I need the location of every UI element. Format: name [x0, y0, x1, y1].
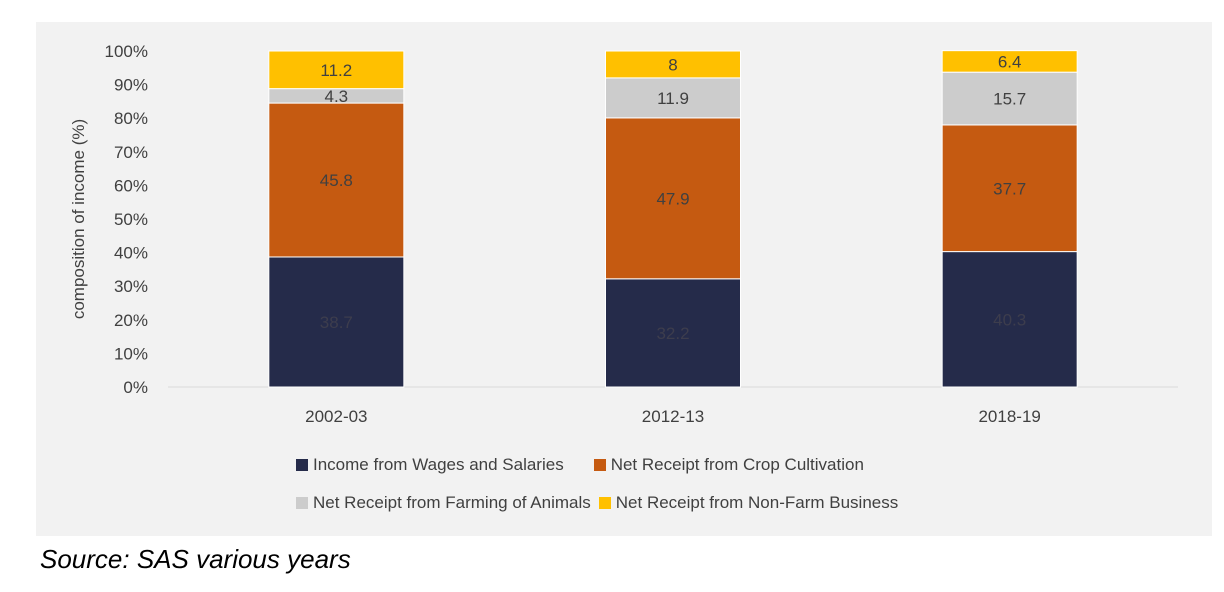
- x-tick-label: 2002-03: [305, 407, 367, 426]
- bar-segment: [941, 71, 1078, 126]
- y-axis-title-group: composition of income (%): [69, 119, 88, 319]
- data-label: 32.2: [656, 324, 689, 343]
- stacked-bar-chart: composition of income (%) 0% 10% 20% 30% 40%…: [69, 42, 1178, 426]
- data-label: 8: [668, 55, 677, 74]
- data-label: 15.7: [993, 90, 1026, 109]
- y-tick-label: 40%: [114, 244, 148, 263]
- y-tick-label: 30%: [114, 277, 148, 296]
- legend-swatch-animals: [296, 497, 308, 509]
- y-axis-title: composition of income (%): [69, 119, 88, 319]
- x-tick-label: 2018-19: [978, 407, 1040, 426]
- bar-segment: [605, 77, 741, 119]
- x-tick-label: 2012-13: [642, 407, 704, 426]
- legend-label-wages: Income from Wages and Salaries: [313, 455, 564, 474]
- bar-segment: [268, 50, 405, 90]
- y-tick-label: 100%: [105, 42, 148, 61]
- legend-label-nonfarm: Net Receipt from Non-Farm Business: [615, 493, 899, 512]
- bar-segment: [268, 256, 405, 388]
- legend-label-crop: Net Receipt from Crop Cultivation: [610, 455, 864, 474]
- data-label: 37.7: [993, 179, 1026, 198]
- y-tick-label: 0%: [123, 378, 148, 397]
- bar-segment: [941, 50, 1078, 73]
- data-label: 40.3: [993, 310, 1026, 329]
- y-tick-label: 90%: [114, 76, 148, 95]
- y-tick-label: 70%: [114, 143, 148, 162]
- legend-row-1: Income from Wages and Salaries Net Recei…: [296, 455, 864, 475]
- x-axis-ticks: 2002-03 2012-13 2018-19: [305, 407, 1041, 426]
- bar-labels-group: 38.7 45.8 4.3 11.2 32.2 47.9 11.9 8 40.3 37.7 15.7…: [320, 52, 1026, 342]
- chart-panel: composition of income (%) 0% 10% 20% 30% 40%…: [36, 22, 1212, 536]
- bar-segment: [941, 124, 1078, 253]
- y-tick-label: 50%: [114, 210, 148, 229]
- data-label: 38.7: [320, 313, 353, 332]
- data-label: 11.9: [657, 89, 689, 108]
- legend-item-crop: Net Receipt from Crop Cultivation: [593, 455, 864, 475]
- y-tick-label: 60%: [114, 176, 148, 195]
- y-tick-label: 20%: [114, 311, 148, 330]
- legend-swatch-nonfarm: [598, 497, 611, 509]
- source-note: Source: SAS various years: [40, 544, 351, 574]
- data-label: 11.2: [320, 61, 352, 80]
- bar-segment: [605, 50, 741, 79]
- data-label: 6.4: [998, 52, 1022, 71]
- bar-segment: [268, 102, 405, 258]
- bar-segment: [605, 278, 741, 388]
- legend-item-wages: Income from Wages and Salaries: [296, 455, 564, 475]
- data-label: 4.3: [325, 87, 349, 106]
- data-label: 45.8: [320, 171, 353, 190]
- y-tick-label: 10%: [114, 344, 148, 363]
- legend-item-animals: Net Receipt from Farming of Animals: [296, 493, 591, 513]
- legend-label-animals: Net Receipt from Farming of Animals: [313, 493, 591, 512]
- data-label: 47.9: [656, 189, 689, 208]
- legend-row-2: Net Receipt from Farming of Animals Net …: [296, 493, 898, 513]
- bar-segment: [605, 117, 741, 280]
- bar-segment: [941, 251, 1078, 388]
- bars-group: [268, 50, 1078, 388]
- legend-swatch-wages: [296, 459, 308, 471]
- y-tick-label: 80%: [114, 109, 148, 128]
- legend-item-nonfarm: Net Receipt from Non-Farm Business: [598, 493, 899, 513]
- legend-swatch-crop: [593, 459, 606, 471]
- y-axis-ticks: 0% 10% 20% 30% 40% 50% 60% 70% 80% 90% 100%: [105, 42, 148, 397]
